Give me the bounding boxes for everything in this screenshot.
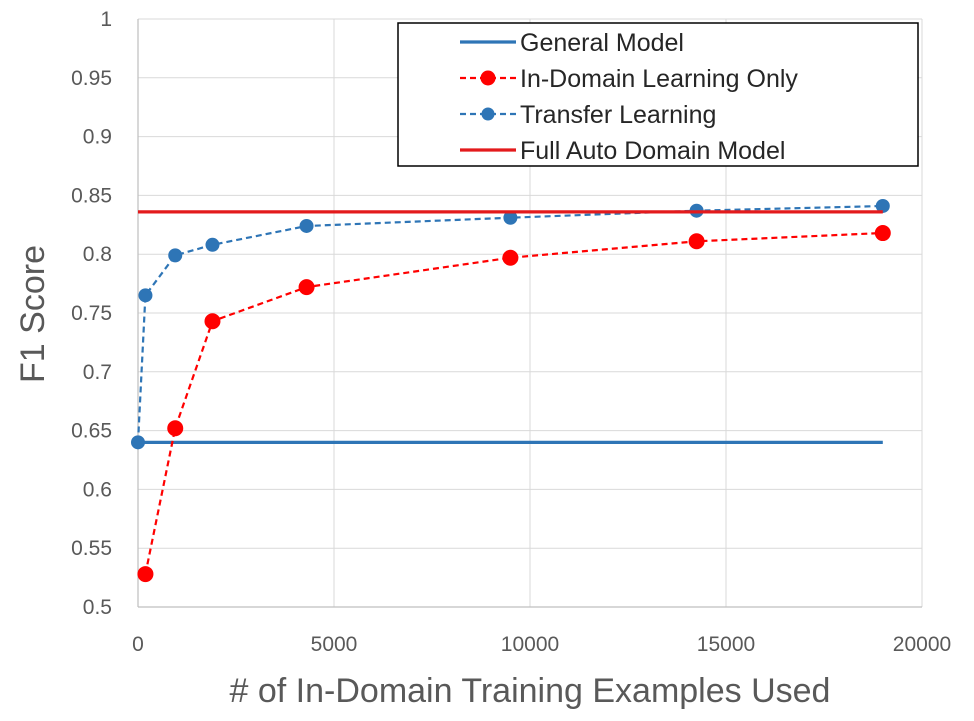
series-line-transfer-learning: [136, 204, 883, 443]
legend-label-in-domain-learning-only: In-Domain Learning Only: [520, 65, 798, 93]
data-point-transfer-learning-1: [138, 288, 153, 303]
x-tick-label-3: 15000: [697, 633, 755, 656]
axes: [137, 19, 922, 608]
y-tick-label-9: 0.95: [71, 67, 112, 90]
y-tick-label-8: 0.9: [83, 126, 112, 149]
data-point-transfer-learning-2: [168, 248, 183, 263]
x-axis-title: # of In-Domain Training Examples Used: [230, 672, 831, 710]
y-tick-label-5: 0.75: [71, 302, 112, 325]
legend-box: [397, 22, 919, 167]
data-point-in-domain-learning-only-4: [502, 249, 519, 266]
y-tick-label-4: 0.7: [83, 361, 112, 384]
x-tick-label-4: 20000: [893, 633, 951, 656]
y-tick-label-10: 1: [100, 8, 112, 31]
y-tick-label-1: 0.55: [71, 537, 112, 560]
data-point-in-domain-learning-only-2: [204, 313, 221, 330]
y-tick-label-6: 0.8: [83, 243, 112, 266]
legend-marker-in-domain-learning-only: [480, 70, 496, 86]
legend-label-general-model: General Model: [520, 29, 684, 57]
data-point-in-domain-learning-only-5: [688, 233, 705, 250]
legend-label-full-auto-domain-model: Full Auto Domain Model: [520, 137, 785, 165]
data-point-in-domain-learning-only-3: [298, 279, 315, 296]
data-point-in-domain-learning-only-1: [167, 420, 184, 437]
x-tick-label-2: 10000: [501, 633, 559, 656]
data-point-in-domain-learning-only-6: [874, 225, 891, 242]
series-in-domain-learning-only: [137, 225, 891, 583]
y-tick-label-3: 0.65: [71, 420, 112, 443]
legend-label-transfer-learning: Transfer Learning: [520, 101, 716, 129]
data-point-in-domain-learning-only-0: [137, 566, 154, 583]
data-point-transfer-learning-3: [205, 237, 220, 252]
y-tick-label-2: 0.6: [83, 478, 112, 501]
y-tick-label-0: 0.5: [83, 596, 112, 619]
series-line-in-domain-learning-only: [144, 231, 883, 575]
y-tick-label-7: 0.85: [71, 184, 112, 207]
x-tick-label-1: 5000: [311, 633, 358, 656]
series-layer: [131, 198, 891, 583]
legend-marker-transfer-learning: [481, 107, 495, 121]
data-point-transfer-learning-0: [131, 435, 145, 450]
data-point-transfer-learning-4: [299, 218, 314, 233]
legend: General Model In-Domain Learning Only Tran…: [397, 22, 919, 167]
x-tick-label-0: 0: [132, 633, 144, 656]
y-axis-title: F1 Score: [14, 245, 52, 383]
tick-labels: 0.5 0.55 0.6 0.65 0.7 0.75 0.8 0.85 0.9 0.95 1 0 500…: [71, 8, 951, 656]
